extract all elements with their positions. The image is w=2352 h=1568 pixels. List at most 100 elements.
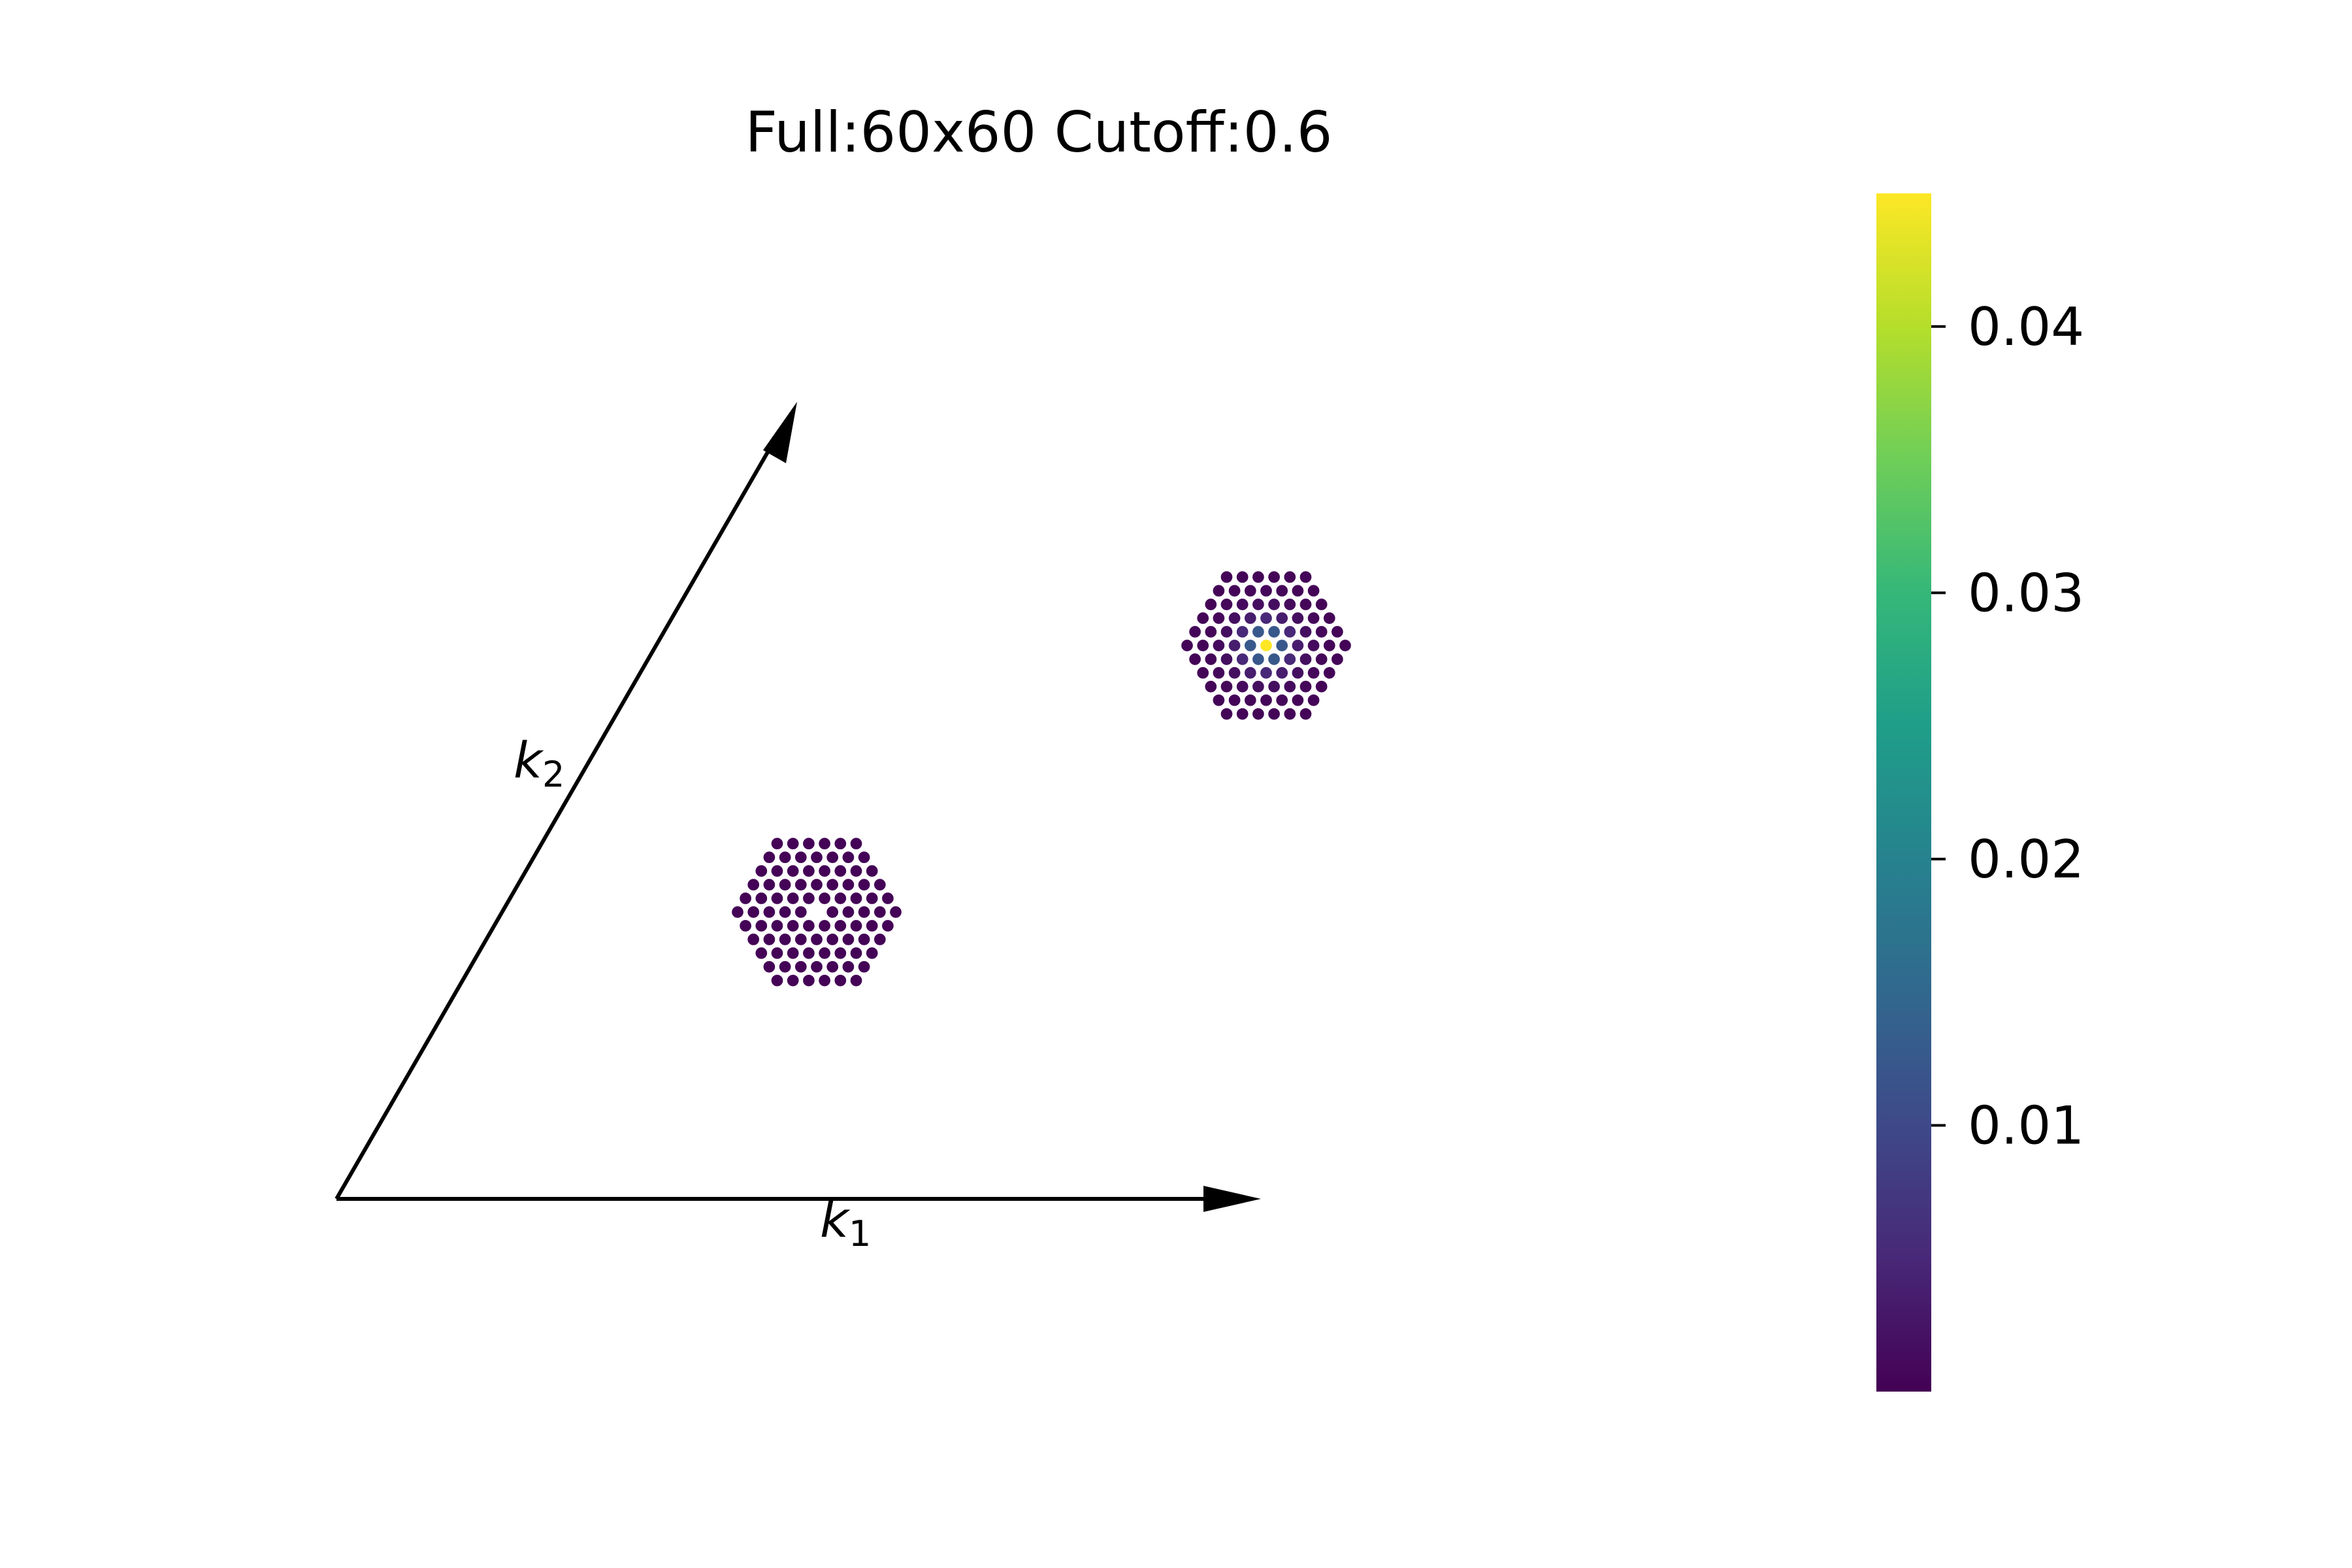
data-point	[730, 905, 745, 919]
data-point	[1259, 638, 1273, 653]
data-point	[1275, 693, 1289, 708]
data-point	[1291, 666, 1305, 680]
data-point	[1282, 597, 1297, 612]
k2-label: k2	[514, 731, 564, 795]
data-point	[1282, 707, 1297, 721]
data-point	[762, 850, 776, 864]
data-point	[817, 973, 832, 988]
data-point	[1220, 597, 1233, 612]
colorbar-tick-label: 0.03	[1968, 563, 2084, 623]
data-point	[873, 932, 887, 947]
data-point	[865, 919, 879, 933]
data-point	[1307, 666, 1320, 680]
data-point	[802, 919, 816, 933]
data-point	[794, 877, 808, 892]
data-point	[857, 932, 871, 947]
data-point	[794, 850, 808, 864]
data-point	[841, 877, 855, 892]
data-point	[865, 891, 879, 906]
data-point	[1338, 638, 1352, 653]
data-point	[754, 946, 768, 960]
data-point	[841, 960, 855, 974]
data-point	[1228, 693, 1241, 708]
data-point	[1203, 652, 1218, 666]
data-point	[1259, 583, 1273, 598]
data-point	[778, 905, 792, 919]
data-point	[1220, 625, 1233, 639]
data-point	[849, 973, 863, 988]
data-point	[1243, 583, 1258, 598]
data-point	[1282, 570, 1297, 584]
data-point	[770, 891, 784, 906]
data-point	[1228, 611, 1241, 625]
data-point	[1251, 597, 1266, 612]
data-point	[1251, 707, 1266, 721]
k1-arrowhead	[1203, 1186, 1261, 1212]
data-point	[1188, 625, 1202, 639]
data-point	[817, 919, 832, 933]
data-point	[1291, 583, 1305, 598]
cluster-upper-right	[1180, 570, 1352, 721]
data-point	[817, 836, 832, 851]
data-point	[817, 891, 832, 906]
data-point	[817, 946, 832, 960]
data-point	[1267, 652, 1281, 666]
data-point	[849, 864, 863, 878]
data-point	[1220, 679, 1233, 694]
data-point	[1196, 638, 1210, 653]
data-point	[746, 932, 760, 947]
data-point	[1235, 570, 1250, 584]
data-point	[1315, 597, 1329, 612]
data-point	[873, 877, 887, 892]
data-point	[770, 973, 784, 988]
data-point	[1267, 625, 1281, 639]
data-point	[817, 864, 832, 878]
data-point	[802, 891, 816, 906]
colorbar: 0.01 0.02 0.03 0.04	[1876, 193, 2084, 1392]
data-point	[1267, 679, 1281, 694]
data-point	[825, 850, 840, 864]
data-point	[809, 850, 824, 864]
data-point	[754, 919, 768, 933]
data-point	[1228, 638, 1241, 653]
data-point	[738, 919, 753, 933]
data-point	[1275, 666, 1289, 680]
data-point	[770, 946, 784, 960]
data-point	[1299, 570, 1313, 584]
data-point	[778, 877, 792, 892]
data-point	[1220, 707, 1233, 721]
data-point	[1251, 652, 1266, 666]
data-point	[754, 864, 768, 878]
data-point	[1212, 611, 1226, 625]
data-point	[849, 919, 863, 933]
data-point	[881, 919, 895, 933]
data-point	[833, 836, 847, 851]
data-point	[1315, 679, 1329, 694]
data-point	[1315, 625, 1329, 639]
data-point	[778, 960, 792, 974]
data-point	[794, 905, 808, 919]
data-point	[1322, 666, 1337, 680]
data-point	[865, 864, 879, 878]
data-point	[809, 932, 824, 947]
data-point	[857, 850, 871, 864]
data-point	[1251, 625, 1266, 639]
data-point	[1196, 611, 1210, 625]
data-point	[762, 905, 776, 919]
data-point	[1291, 611, 1305, 625]
data-point	[1267, 570, 1281, 584]
cluster-lower-left	[730, 836, 903, 988]
data-point	[1228, 583, 1241, 598]
data-point	[786, 864, 800, 878]
data-point	[1299, 597, 1313, 612]
data-point	[1220, 570, 1233, 584]
data-point	[1291, 638, 1305, 653]
data-point	[1212, 638, 1226, 653]
colorbar-tick-label: 0.02	[1968, 829, 2084, 890]
data-point	[794, 960, 808, 974]
data-point	[1275, 638, 1289, 653]
data-point	[794, 932, 808, 947]
data-point	[1267, 707, 1281, 721]
data-point	[1220, 652, 1233, 666]
